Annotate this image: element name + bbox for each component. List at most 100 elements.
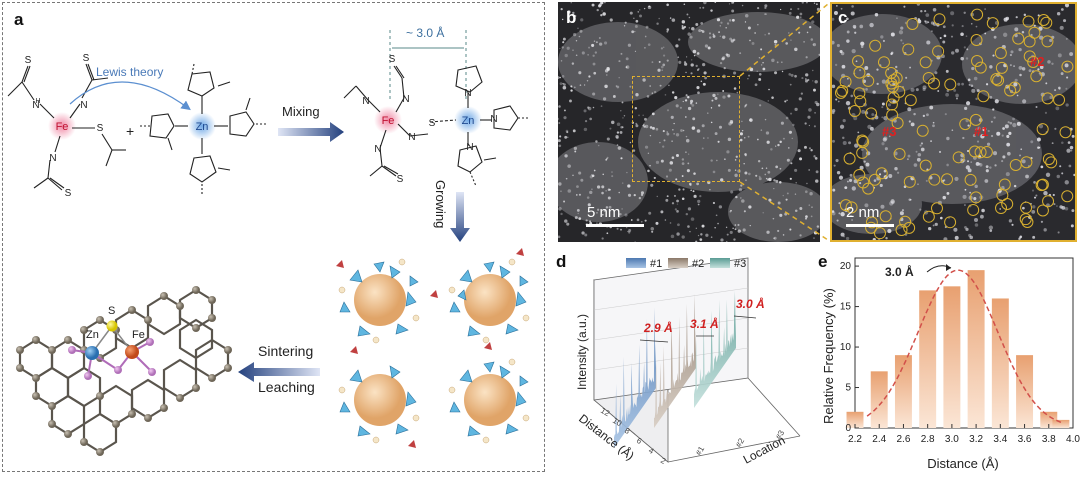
svg-text:S: S [97, 123, 104, 134]
legend-swatch-3 [710, 258, 730, 268]
fe-label-2: Fe [382, 115, 395, 127]
zoom-connector-lines [739, 3, 829, 241]
panel-letter-a: a [14, 10, 24, 29]
histogram-bar [870, 371, 888, 428]
d-xtick: 6 [635, 436, 644, 446]
svg-text:N: N [80, 100, 87, 111]
marker-2: #2 [1030, 54, 1045, 69]
scale-label-c: 2 nm [846, 204, 880, 221]
zoom-region-box [632, 76, 740, 182]
histogram-bar [967, 270, 985, 428]
fe-label-3: Fe [132, 329, 145, 341]
svg-text:S: S [25, 55, 32, 66]
histogram-bar [943, 286, 961, 428]
panel-c-tem-image [830, 2, 1077, 242]
e-xtick: 3.4 [993, 434, 1007, 445]
mixing-label: Mixing [282, 104, 320, 119]
d-xtick: 8 [623, 426, 632, 436]
svg-text:S: S [83, 53, 90, 64]
legend-series-1: #1 [650, 258, 662, 270]
graphene-dual-site: Zn Fe S [16, 286, 232, 456]
zn-label-3: Zn [86, 329, 99, 341]
tem-texture-c [832, 4, 1075, 240]
leaching-label: Leaching [258, 379, 315, 395]
d-xtick: 2 [659, 456, 668, 466]
lewis-theory-label: Lewis theory [96, 65, 163, 79]
e-ytick: 15 [840, 302, 852, 313]
e-xtick: 2.4 [872, 434, 886, 445]
svg-text:S: S [397, 174, 404, 185]
panel-e-chart: 2.2 2.4 2.6 2.8 3.0 3.2 3.4 3.6 3.8 4.0 05101520 … [821, 257, 1080, 471]
e-xtick: 3.8 [1042, 434, 1056, 445]
histogram-bar [1052, 419, 1070, 428]
e-ytick: 10 [840, 342, 852, 353]
gaussian-fit-line [866, 269, 1062, 423]
marker-1: #1 [974, 124, 989, 139]
peak-annotation-2: 3.1 Å [690, 317, 719, 331]
ridge-series-3 [694, 290, 736, 408]
svg-text:N: N [464, 88, 471, 99]
histogram-bar [991, 298, 1009, 428]
fe-label-1: Fe [56, 121, 69, 133]
svg-text:S: S [389, 54, 396, 65]
e-ylabel: Relative Frequency (%) [821, 288, 836, 424]
panel-letter-d: d [556, 252, 567, 271]
histogram-bar [919, 290, 937, 428]
zif-particles [336, 248, 530, 448]
d-ylabel: Intensity (a.u.) [575, 314, 589, 390]
legend-swatch-1 [626, 258, 646, 268]
svg-text:N: N [374, 144, 381, 155]
e-xtick: 3.2 [969, 434, 983, 445]
e-xtick: 3.6 [1018, 434, 1032, 445]
panel-a-scheme: NH N S N S S S Fe + Zn Lewis theory Mixi… [7, 25, 530, 456]
panel-letter-b: b [566, 8, 577, 27]
growing-label: Growing [433, 180, 448, 228]
panel-letter-e: e [818, 252, 828, 271]
scale-bar-c [846, 224, 894, 227]
peak-annotation-1: 2.9 Å [643, 321, 673, 335]
svg-text:N: N [32, 100, 39, 111]
zn-label-2: Zn [462, 115, 475, 127]
e-xtick: 4.0 [1066, 434, 1080, 445]
legend-series-3: #3 [734, 258, 746, 270]
e-plot-frame [854, 257, 1074, 429]
e-xlabel: Distance (Å) [927, 456, 999, 471]
panel-d-chart: #1 #2 #3 2.9 Å 3.1 Å 3.0 Å Intensity (a.… [575, 257, 801, 467]
panel-a [2, 2, 545, 472]
s-label: S [108, 305, 115, 317]
svg-text:N: N [490, 114, 497, 125]
legend-series-2: #2 [692, 258, 704, 270]
svg-text:S: S [429, 118, 436, 129]
svg-text:N: N [402, 94, 409, 105]
svg-text:N: N [49, 153, 56, 164]
panel-letter-c: c [838, 8, 848, 27]
svg-text:N: N [408, 132, 415, 143]
sintering-label: Sintering [258, 343, 313, 359]
e-ytick: 0 [845, 423, 851, 434]
ridge-series-1 [614, 307, 656, 448]
scale-label-b: 5 nm [587, 204, 621, 221]
svg-text:H: H [35, 98, 40, 105]
svg-text:N: N [466, 142, 473, 153]
plus-sign: + [126, 123, 134, 139]
panel-b-tem-image [558, 2, 820, 242]
scale-bar-b [586, 224, 644, 227]
histogram-bar [846, 411, 864, 428]
e-annotation: 3.0 Å [885, 264, 914, 279]
e-xtick: 2.2 [848, 434, 862, 445]
d-xtick: 4 [647, 446, 656, 456]
peak-annotation-3: 3.0 Å [736, 297, 765, 311]
tem-texture-b [558, 2, 820, 242]
e-ytick: 5 [845, 383, 851, 394]
e-xtick: 2.6 [896, 434, 910, 445]
histogram-bar [894, 355, 912, 428]
svg-text:S: S [65, 188, 72, 199]
legend-swatch-2 [668, 258, 688, 268]
distance-label: ~ 3.0 Å [406, 25, 444, 40]
marker-3: #3 [882, 124, 897, 139]
ridge-series-2 [654, 293, 696, 428]
e-xtick: 2.8 [921, 434, 935, 445]
zn-label-1: Zn [196, 121, 209, 133]
svg-text:N: N [362, 96, 369, 107]
histogram-bar [1016, 355, 1034, 428]
